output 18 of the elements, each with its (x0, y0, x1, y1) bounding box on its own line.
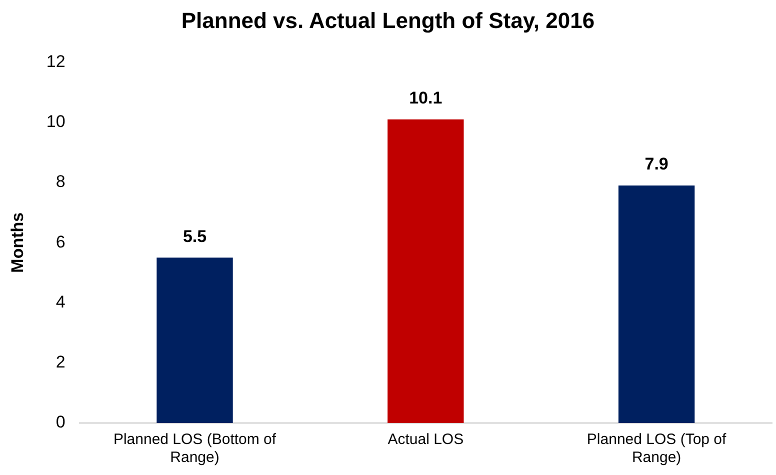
y-tick-label: 10 (46, 112, 66, 132)
x-tick-label: Planned LOS (Top of Range) (586, 431, 728, 466)
y-tick-label: 12 (46, 52, 66, 71)
y-tick-label: 2 (56, 352, 66, 372)
y-tick-label: 8 (56, 172, 66, 192)
data-label: 10.1 (409, 88, 442, 108)
y-tick-label: 0 (56, 412, 66, 432)
bar (156, 258, 233, 423)
data-label: 7.9 (644, 154, 668, 174)
data-label: 5.5 (182, 226, 207, 246)
x-tick-label: Actual LOS (388, 431, 464, 448)
bar (618, 185, 695, 423)
chart-title: Planned vs. Actual Length of Stay, 2016 (180, 8, 596, 35)
y-tick-label: 4 (56, 292, 66, 312)
y-tick-label: 6 (56, 232, 66, 252)
y-axis-title: Months (8, 212, 27, 273)
x-tick-label: Planned LOS (Bottom of Range) (113, 431, 277, 466)
bar (388, 119, 464, 423)
